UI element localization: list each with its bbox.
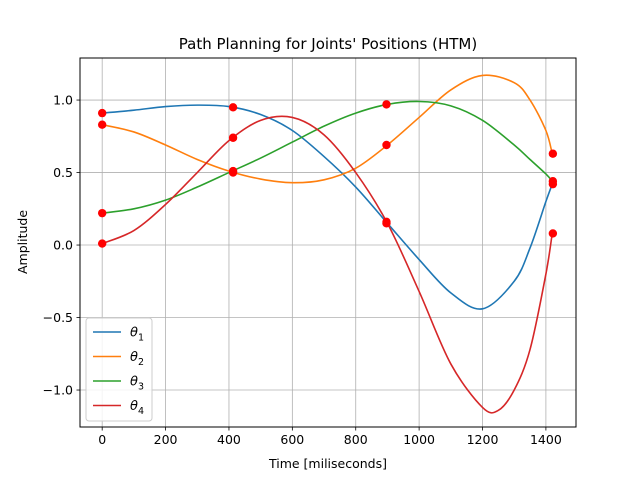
x-tick-label: 200	[154, 432, 178, 447]
marker-layer	[97, 100, 558, 248]
x-tick-label: 800	[344, 432, 368, 447]
series-layer	[101, 74, 554, 414]
waypoint-marker	[228, 133, 238, 142]
legend-label-theta-4: θ4	[130, 399, 144, 417]
x-tick-label: 600	[280, 432, 304, 447]
y-tick-label: −0.5	[43, 310, 73, 325]
legend-label-subscript: 2	[138, 357, 144, 368]
grid-layer	[80, 58, 576, 427]
y-tick-label: 0.0	[53, 238, 73, 253]
waypoint-marker	[548, 149, 558, 158]
legend-label-theta-1: θ1	[130, 326, 144, 344]
chart-title: Path Planning for Joints' Positions (HTM…	[179, 35, 477, 53]
legend-label-symbol: θ	[130, 350, 138, 365]
x-tick-label: 1400	[530, 432, 562, 447]
legend-label-symbol: θ	[130, 375, 138, 390]
legend-label-subscript: 1	[138, 333, 144, 344]
y-tick-label: 1.0	[53, 93, 73, 108]
legend-label-subscript: 4	[138, 406, 144, 417]
waypoint-marker	[228, 103, 238, 112]
x-tick-label: 400	[217, 432, 241, 447]
legend-label-symbol: θ	[130, 326, 138, 341]
waypoint-marker	[548, 229, 558, 238]
y-axis-label: Amplitude	[15, 210, 30, 274]
y-tick-label: −1.0	[43, 383, 73, 398]
tick-layer: 0 200 400 600 800 1000 1200 1400 −1.0 −0.5 0.0 0.5 1…	[43, 93, 562, 447]
series-line-theta-1	[102, 104, 553, 310]
x-tick-label: 1000	[403, 432, 435, 447]
waypoint-marker	[548, 177, 558, 186]
waypoint-marker	[382, 140, 391, 150]
legend-label-symbol: θ	[130, 399, 138, 414]
waypoint-marker	[382, 100, 391, 109]
waypoint-marker	[97, 208, 107, 218]
x-axis-label: Time [miliseconds]	[268, 456, 387, 471]
series-line-theta-2	[102, 74, 554, 184]
waypoint-marker	[382, 217, 391, 227]
legend-box	[85, 317, 153, 422]
legend-label-subscript: 3	[138, 382, 144, 393]
y-tick-label: 0.5	[53, 165, 73, 180]
legend-label-theta-3: θ3	[130, 375, 144, 393]
waypoint-marker	[97, 108, 107, 118]
legend-label-theta-2: θ2	[130, 350, 144, 368]
waypoint-marker	[97, 120, 107, 129]
waypoint-marker	[228, 168, 238, 177]
series-line-theta-3	[102, 100, 553, 214]
plot-frame	[79, 57, 577, 428]
waypoint-marker	[97, 239, 107, 248]
x-tick-label: 0	[98, 432, 106, 447]
x-tick-label: 1200	[467, 432, 499, 447]
series-line-theta-4	[101, 115, 554, 414]
